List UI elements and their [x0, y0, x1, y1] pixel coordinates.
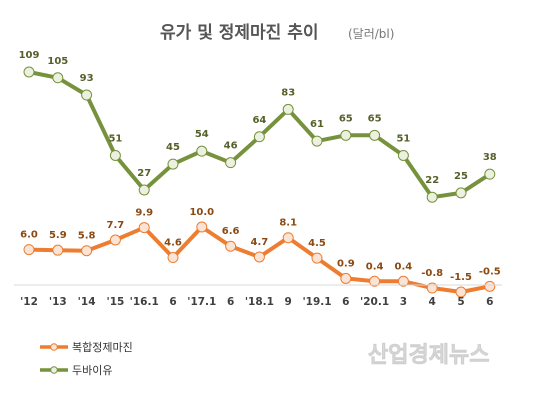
dubai-point: [167, 158, 179, 170]
x-tick-label: 3: [400, 296, 407, 308]
dubai-point: [369, 129, 381, 141]
dubai-point: [282, 103, 294, 115]
margin-point: [225, 240, 237, 252]
margin-data-label: -0.5: [479, 266, 501, 277]
margin-point: [253, 251, 265, 263]
margin-point: [52, 244, 64, 256]
margin-point: [282, 232, 294, 244]
dubai-data-label: 109: [19, 50, 40, 61]
dubai-point: [23, 66, 35, 78]
dubai-point: [397, 149, 409, 161]
margin-data-label: 6.0: [20, 230, 38, 241]
margin-point: [167, 252, 179, 264]
x-tick-label: '12: [20, 296, 38, 308]
margin-data-label: 4.7: [251, 237, 269, 248]
x-tick-label: '17.1: [187, 296, 216, 308]
dubai-data-label: 65: [368, 113, 382, 124]
dubai-data-label: 45: [166, 142, 180, 153]
dubai-data-label: 51: [396, 133, 410, 144]
margin-data-label: 0.4: [395, 261, 413, 272]
dubai-data-label: 61: [310, 119, 324, 130]
margin-point: [23, 244, 35, 256]
x-tick-label: 6: [342, 296, 349, 308]
margin-data-label: 5.8: [78, 231, 96, 242]
watermark: 산업경제뉴스: [368, 343, 489, 368]
x-tick-label: 6: [486, 296, 493, 308]
legend-item-margin: 복합정제마진: [40, 341, 133, 354]
x-tick-label: 5: [457, 296, 464, 308]
margin-point: [340, 272, 352, 284]
dubai-point: [138, 184, 150, 196]
margin-data-label: 4.5: [308, 238, 326, 249]
dubai-data-label: 65: [339, 113, 353, 124]
x-tick-label: '20.1: [360, 296, 389, 308]
legend: 복합정제마진 두바이유: [40, 341, 133, 377]
margin-point: [369, 275, 381, 287]
x-tick-label: '19.1: [302, 296, 331, 308]
dubai-data-label: 51: [108, 133, 122, 144]
dubai-point: [225, 157, 237, 169]
x-tick-label: 9: [285, 296, 292, 308]
margin-data-label: 0.9: [337, 258, 355, 269]
margin-data-label: 9.9: [135, 208, 153, 219]
dubai-data-label: 54: [195, 129, 209, 140]
margin-point: [484, 280, 496, 292]
dubai-data-label: 38: [483, 152, 497, 163]
dubai-point: [253, 131, 265, 143]
dubai-point: [196, 145, 208, 157]
dubai-point: [52, 72, 64, 84]
margin-data-label: 0.4: [366, 261, 384, 272]
dubai-point: [340, 129, 352, 141]
margin-data-label: 4.6: [164, 238, 182, 249]
x-tick-label: '14: [78, 296, 96, 308]
dubai-point: [311, 135, 323, 147]
margin-data-label: -1.5: [450, 272, 472, 283]
x-tick-label: 6: [169, 296, 176, 308]
margin-point: [455, 286, 467, 298]
margin-point: [81, 245, 93, 257]
margin-series: 6.0 5.9 5.8 7.7 9.9 4.6 10.0 6.6 4.7 8.1 4.5 0.9 0.4…: [20, 207, 501, 298]
x-axis-ticks: '12 '13 '14 '15 '16.1 6 '17.1 6 '18.1 9 '19.1 6 '20.…: [20, 296, 493, 308]
margin-point: [426, 282, 438, 294]
x-tick-label: 4: [429, 296, 436, 308]
legend-label-dubai: 두바이유: [72, 364, 112, 377]
margin-data-label: 8.1: [279, 218, 297, 229]
dubai-point: [484, 168, 496, 180]
margin-data-label: 6.6: [222, 226, 240, 237]
x-tick-label: '13: [49, 296, 67, 308]
x-tick-label: 6: [227, 296, 234, 308]
dubai-point: [426, 191, 438, 203]
margin-point: [138, 222, 150, 234]
dubai-point: [455, 187, 467, 199]
dubai-data-label: 46: [224, 141, 238, 152]
chart-title: 유가 및 정제마진 추이: [160, 23, 319, 43]
dubai-data-label: 22: [425, 175, 439, 186]
dubai-data-label: 25: [454, 171, 468, 182]
dubai-data-label: 27: [137, 168, 151, 179]
margin-point: [196, 221, 208, 233]
margin-data-label: -0.8: [421, 268, 443, 279]
legend-item-dubai: 두바이유: [40, 364, 112, 377]
margin-point: [311, 252, 323, 264]
dubai-data-label: 93: [80, 73, 94, 84]
dubai-data-label: 64: [252, 115, 266, 126]
dubai-point: [81, 89, 93, 101]
legend-label-margin: 복합정제마진: [72, 341, 133, 354]
margin-data-label: 7.7: [107, 220, 125, 231]
x-tick-label: '16.1: [130, 296, 159, 308]
dubai-data-label: 105: [47, 56, 68, 67]
margin-point: [109, 234, 121, 246]
chart-unit: (달러/bl): [348, 27, 394, 41]
margin-data-label: 10.0: [189, 207, 214, 218]
margin-point: [397, 275, 409, 287]
margin-data-label: 5.9: [49, 230, 67, 241]
dubai-data-label: 83: [281, 87, 295, 98]
dubai-series: 109 105 93 51 27 45 54 46 64 83 61 65 65 51 22 25 38: [19, 50, 497, 203]
x-tick-label: '15: [106, 296, 124, 308]
dubai-point: [109, 149, 121, 161]
x-tick-label: '18.1: [245, 296, 274, 308]
